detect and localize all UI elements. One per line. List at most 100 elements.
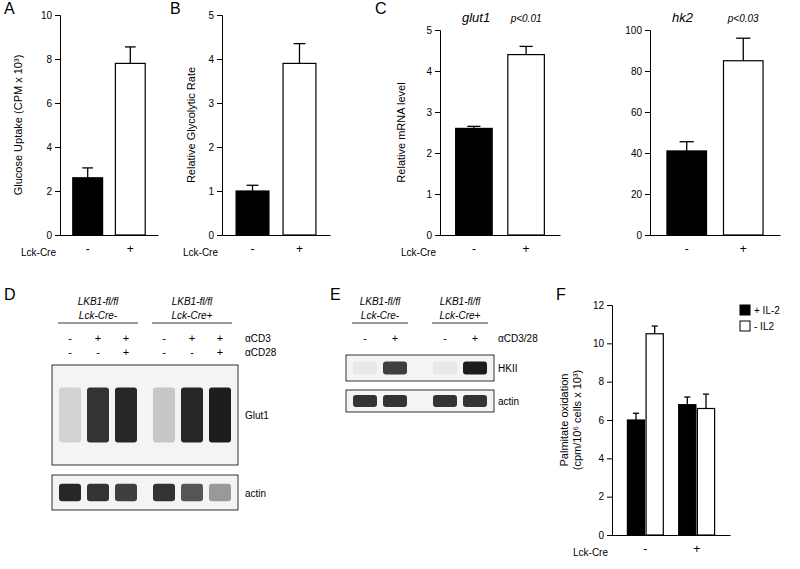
y-tick-mark: [217, 235, 222, 236]
error-bar-cap: [294, 43, 306, 44]
treatment-mark: +: [95, 332, 101, 344]
bar: [646, 334, 663, 535]
y-tick: 0: [598, 530, 612, 541]
x-axis: -+: [613, 535, 731, 556]
y-tick-mark: [607, 382, 612, 383]
error-bar: [520, 46, 533, 54]
treatment-mark: -: [363, 332, 367, 344]
error-bar: [736, 38, 750, 61]
blot-frame: [52, 475, 238, 510]
group-header: Lck-Cre+: [172, 310, 213, 321]
blot-band: [153, 388, 175, 443]
group-header: LKB1-fl/fl: [440, 296, 481, 307]
y-tick-mark: [645, 71, 650, 72]
y-tick-mark: [607, 497, 612, 498]
blot-band: [115, 388, 137, 443]
y-tick-label: 1: [426, 189, 432, 200]
y-tick-label: 1: [208, 186, 214, 197]
y-tick-mark: [645, 30, 650, 31]
y-tick-mark: [645, 153, 650, 154]
y-tick: 60: [631, 107, 650, 118]
x-tick: -: [86, 235, 90, 256]
y-tick-label: 40: [631, 148, 643, 159]
error-bar-stem: [252, 185, 253, 191]
treatment-mark: -: [68, 332, 72, 344]
x-axis: -+: [61, 235, 159, 256]
error-bar-stem: [705, 394, 706, 408]
error-bar: [652, 326, 658, 334]
y-tick: 0: [46, 230, 60, 241]
x-axis-line: [61, 235, 159, 236]
x-axis-line: [613, 535, 731, 536]
plot-area: [667, 38, 763, 235]
y-axis-label: (cpm/10⁶ cells x 10³): [571, 370, 583, 471]
band-label: actin: [498, 396, 519, 407]
x-axis: -+: [223, 235, 331, 256]
y-tick-mark: [55, 147, 60, 148]
x-tick: +: [693, 535, 700, 556]
blot-band: [181, 484, 203, 502]
y-tick-mark: [607, 343, 612, 344]
y-tick-label: 4: [208, 54, 214, 65]
bar: [456, 128, 493, 235]
y-tick-mark: [435, 194, 440, 195]
panel-letter: B: [170, 0, 181, 17]
x-tick: -: [251, 235, 255, 256]
band-label: actin: [245, 488, 266, 499]
x-tick-label: -: [472, 242, 476, 256]
x-axis-label: Lck-Cre: [573, 547, 608, 558]
group-header: LKB1-fl/fl: [78, 296, 119, 307]
error-bar-stem: [525, 46, 526, 54]
blot-band: [353, 362, 377, 375]
bar: [697, 409, 714, 536]
y-tick-mark: [607, 420, 612, 421]
blot-band: [209, 484, 231, 502]
error-bar-stem: [130, 47, 131, 64]
chart-title: glut1: [462, 10, 490, 25]
y-axis-line: [435, 31, 441, 236]
blot-band: [181, 388, 203, 443]
y-tick: 3: [426, 107, 440, 118]
y-tick-mark: [607, 305, 612, 306]
error-bar: [247, 185, 259, 191]
blot-band: [59, 388, 81, 443]
y-axis: 020406080100: [625, 25, 650, 241]
band-label: Glut1: [245, 410, 269, 421]
y-tick-label: 6: [598, 415, 604, 426]
group-header: Lck-Cre+: [440, 310, 481, 321]
y-tick: 6: [46, 98, 60, 109]
y-tick-mark: [55, 235, 60, 236]
error-bar-stem: [87, 168, 88, 178]
error-bar: [633, 413, 639, 420]
row-label: αCD3: [245, 333, 271, 344]
bar-chart: 024681012-+Lck-CrePalmitate oxidation(cp…: [556, 286, 780, 558]
panel-letter: F: [556, 286, 566, 303]
y-tick: 2: [598, 491, 612, 502]
y-tick-label: 12: [593, 300, 605, 311]
error-bar-stem: [299, 44, 300, 64]
bar-chart: 012345-+Lck-CreRelative mRNA levelCglut1…: [375, 0, 561, 258]
y-tick-label: 2: [598, 491, 604, 502]
y-tick-mark: [55, 103, 60, 104]
plot-area: [456, 46, 545, 235]
plot-area: [73, 47, 145, 235]
legend-swatch: [740, 321, 750, 331]
x-tick-label: +: [127, 242, 134, 256]
y-tick: 8: [46, 54, 60, 65]
treatment-mark: +: [472, 332, 478, 344]
y-tick-mark: [607, 535, 612, 536]
x-axis-label: Lck-Cre: [401, 247, 436, 258]
error-bar-cap: [652, 325, 658, 326]
panel-letter: D: [4, 286, 16, 303]
bar: [508, 55, 545, 235]
y-tick-mark: [435, 71, 440, 72]
y-tick: 0: [636, 230, 650, 241]
x-axis-line: [441, 235, 561, 236]
blot-band: [353, 395, 377, 407]
y-tick-label: 0: [636, 230, 642, 241]
y-tick: 6: [598, 415, 612, 426]
error-bar-stem: [686, 142, 687, 151]
y-tick-label: 100: [625, 25, 642, 36]
y-tick-mark: [55, 59, 60, 60]
group-header: LKB1-fl/fl: [360, 296, 401, 307]
